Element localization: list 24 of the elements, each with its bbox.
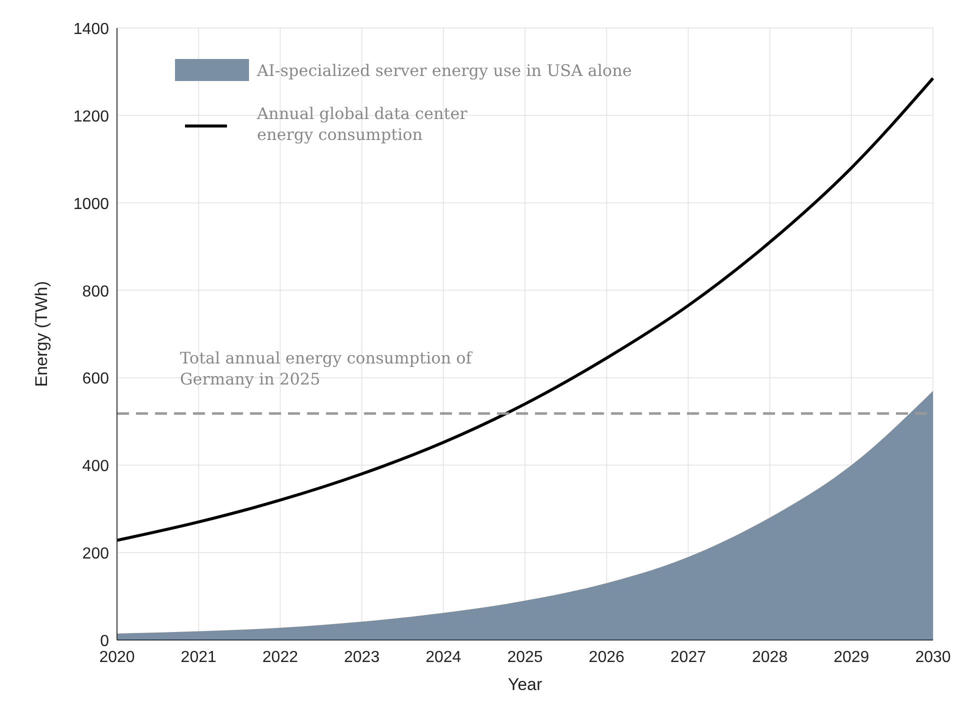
y-tick-label: 800 [82,283,110,300]
y-tick-label: 1000 [73,196,110,213]
x-tick-label: 2022 [262,649,298,666]
y-tick-label: 600 [82,370,110,388]
legend-label: Annual global data center energy consumption [256,104,468,144]
y-tick-label: 200 [82,546,110,563]
x-tick-label: 2027 [670,649,706,666]
y-tick-label: 1200 [73,108,110,126]
x-tick-label: 2028 [752,649,788,666]
ref-line-label: Total annual energy consumption of Germany in 2025 [180,348,473,389]
y-tick-label: 0 [100,633,110,650]
x-tick-label: 2026 [588,649,624,666]
x-tick-label: 2030 [915,649,951,666]
y-tick-label: 400 [82,458,110,476]
x-axis-title: Year [508,675,543,694]
x-tick-label: 2024 [426,649,462,666]
x-tick-label: 2021 [180,649,216,666]
x-tick-label: 2029 [834,649,870,666]
x-tick-label: 2023 [344,649,380,666]
y-axis-title: Energy (TWh) [32,281,51,387]
x-tick-label: 2020 [99,649,135,666]
y-tick-label: 1400 [73,21,110,38]
legend-label: AI-specialized server energy use in USA alone [256,61,632,80]
x-tick-label: 2025 [507,649,543,666]
